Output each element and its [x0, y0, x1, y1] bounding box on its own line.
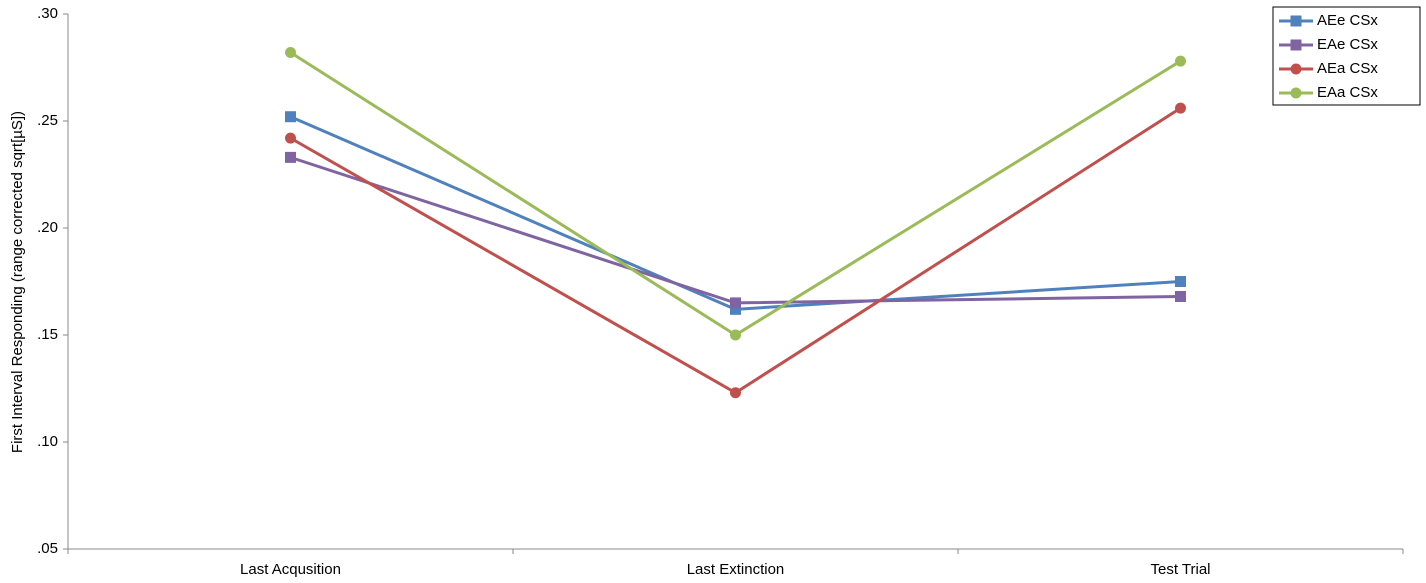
marker	[285, 132, 296, 144]
y-tick-label: .25	[37, 112, 58, 129]
marker	[730, 387, 741, 399]
legend-label: EAa CSx	[1317, 84, 1378, 101]
legend-label: EAe CSx	[1317, 36, 1378, 53]
legend-marker	[1290, 87, 1302, 99]
marker	[1175, 290, 1186, 302]
legend-marker	[1290, 63, 1302, 75]
marker	[1175, 55, 1186, 67]
y-tick-label: .20	[37, 219, 58, 236]
x-tick-label: Test Trial	[1150, 561, 1210, 578]
y-tick-label: .15	[37, 326, 58, 343]
marker	[285, 47, 296, 59]
x-tick-label: Last Extinction	[687, 561, 785, 578]
x-tick-label: Last Acqusition	[240, 561, 341, 578]
series-line	[290, 155, 1181, 305]
legend-marker	[1290, 15, 1302, 27]
marker	[730, 303, 741, 315]
marker	[1175, 276, 1186, 287]
marker	[730, 297, 741, 309]
marker	[285, 151, 296, 163]
marker	[730, 329, 741, 341]
legend-label: AEa CSx	[1317, 60, 1378, 77]
legend-marker	[1290, 39, 1302, 51]
y-tick-label: .30	[37, 5, 58, 22]
marker	[285, 111, 296, 123]
y-tick-label: .10	[37, 433, 58, 450]
legend-label: AEe CSx	[1317, 12, 1378, 29]
marker	[1175, 102, 1186, 114]
y-tick-label: .05	[37, 540, 58, 557]
y-axis-label: First Interval Responding (range correct…	[9, 111, 26, 453]
series-line	[289, 106, 1182, 395]
